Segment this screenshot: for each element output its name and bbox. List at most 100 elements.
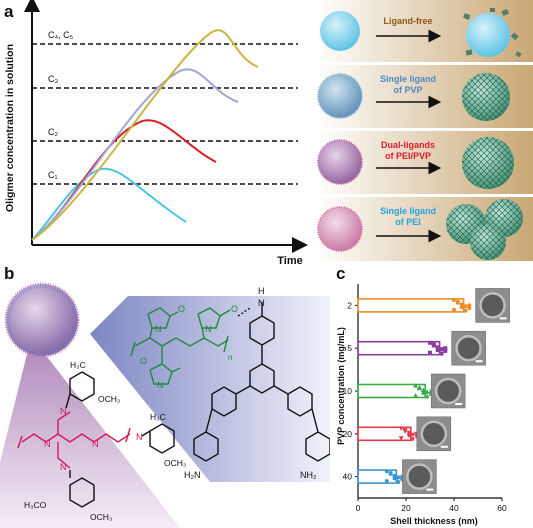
data-point xyxy=(439,347,444,352)
panel-c-chart: PVP concentration (mg/mL) Shell thicknes… xyxy=(336,284,510,526)
pvp-structure xyxy=(130,307,231,385)
a-x-axis-label: Time xyxy=(277,255,302,267)
pvp-o3: O xyxy=(140,356,147,366)
dissolving-sphere xyxy=(466,13,510,57)
c-x-axis-label: Shell thickness (nm) xyxy=(390,516,478,526)
bare-sphere xyxy=(320,11,360,51)
bar xyxy=(357,298,465,313)
bar xyxy=(357,340,441,356)
pvp-o2: O xyxy=(231,304,238,314)
data-point xyxy=(384,469,389,474)
dual-ligand-sphere xyxy=(6,284,78,356)
x-tick-label: 20 xyxy=(401,503,411,513)
tem-scale-bar xyxy=(475,360,483,363)
bar xyxy=(357,383,426,399)
data-point xyxy=(463,308,468,313)
triamine-n-top: N xyxy=(258,298,265,308)
pei-n-left: N xyxy=(44,439,51,449)
pvp-sphere xyxy=(318,74,362,118)
pvp-n3: N xyxy=(157,380,164,390)
curve-c45 xyxy=(31,29,259,241)
tem-particle xyxy=(479,292,506,319)
h3co-label-bottom: H₃CO xyxy=(24,500,47,510)
data-point xyxy=(439,351,444,356)
data-point xyxy=(455,299,460,304)
tem-scale-bar xyxy=(440,445,448,448)
tem-scale-bar xyxy=(455,403,463,405)
panel-a-schematic: Ligand-free Single ligand of PVP Dual-li… xyxy=(316,0,533,261)
triamine-structure xyxy=(193,302,330,462)
c-marks: 0 20 40 60 2 5 10 20 40 xyxy=(343,288,510,513)
pei-n-right: N xyxy=(92,439,99,449)
panel-letter-c: c xyxy=(336,264,346,283)
oligomer-fragments xyxy=(463,8,522,58)
triamine-h: H xyxy=(258,286,265,296)
row2-label-line1: Single ligand xyxy=(380,74,436,84)
data-point xyxy=(435,345,440,350)
data-point xyxy=(410,437,416,442)
y-tick-label: 20 xyxy=(343,429,353,439)
data-point xyxy=(428,350,432,355)
pei-structure xyxy=(17,411,131,469)
row3-label-line2: of PEI/PVP xyxy=(385,151,431,161)
aggregated-shells xyxy=(446,199,523,260)
level-label-c45: C₄, C₅ xyxy=(48,30,74,40)
pvp-n2: N xyxy=(205,324,212,334)
y-tick-label: 40 xyxy=(343,472,353,482)
methoxy-label-top: OCH₃ xyxy=(98,394,120,404)
tem-particle xyxy=(406,463,433,490)
row3-label-line1: Dual-ligands xyxy=(381,140,435,150)
dual-ligand-sphere-fringe-blue xyxy=(8,286,76,354)
data-point xyxy=(384,479,389,484)
y-tick-label: 2 xyxy=(347,300,352,310)
pei-imine-top: N xyxy=(60,406,67,416)
data-point xyxy=(463,304,468,309)
x-tick-label: 40 xyxy=(449,503,459,513)
data-point xyxy=(431,342,436,347)
level-label-c2: C₂ xyxy=(48,127,58,137)
data-point xyxy=(416,384,422,390)
pvp-shell-mesh xyxy=(462,73,510,121)
data-point xyxy=(396,480,401,484)
panel-b: N N N n O O O H N H₂N NH₂ N N N xyxy=(0,282,330,528)
dual-sphere-ligands xyxy=(317,139,363,185)
data-point xyxy=(420,390,426,395)
pei-sphere xyxy=(318,207,362,251)
level-label-c3: C₃ xyxy=(48,74,58,84)
y-tick-label: 5 xyxy=(347,343,352,353)
data-point xyxy=(459,305,464,310)
data-point xyxy=(443,348,448,353)
y-tick-label: 10 xyxy=(343,386,353,396)
data-point xyxy=(413,383,419,388)
methoxy-label-bottom: OCH₃ xyxy=(90,512,112,522)
data-point xyxy=(388,471,393,475)
dual-shell-mesh xyxy=(462,137,514,189)
data-point xyxy=(428,340,432,345)
data-point xyxy=(452,307,456,312)
bar xyxy=(357,469,398,484)
pvp-sphere-ligands xyxy=(317,73,363,119)
methyl-label-right: H₃C xyxy=(150,412,166,422)
methyl-label-top: H₃C xyxy=(70,360,86,370)
row4-label-line2: of PEI xyxy=(395,217,421,227)
dual-sphere xyxy=(318,140,362,184)
data-point xyxy=(424,393,430,399)
pei-imine-bottom: N xyxy=(60,462,67,472)
pvp-projection-panel xyxy=(90,296,330,482)
pvp-subscript-n: n xyxy=(228,353,232,362)
panel-letter-a: a xyxy=(4,2,14,21)
data-point xyxy=(398,436,404,441)
data-point xyxy=(406,433,412,439)
tem-scale-bar xyxy=(426,488,434,491)
data-point xyxy=(435,348,440,352)
pei-sphere-ligands xyxy=(317,206,363,252)
triamine-amine-right: NH₂ xyxy=(300,470,317,480)
data-point xyxy=(420,387,426,393)
pei-imine-right: N xyxy=(136,432,143,442)
row4-label-line1: Single ligand xyxy=(380,206,436,216)
data-point xyxy=(396,475,401,480)
pvp-n1: N xyxy=(155,324,162,334)
panel-letter-b: b xyxy=(4,264,15,283)
tem-particle xyxy=(420,420,448,448)
triamine-amine-left: H₂N xyxy=(184,470,201,480)
